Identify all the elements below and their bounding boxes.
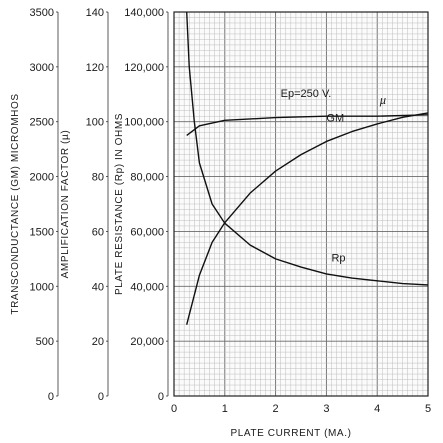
mu-tick-label: 20 <box>92 336 104 348</box>
x-tick-label: 4 <box>374 403 380 415</box>
data-series <box>186 11 429 325</box>
tick-labels: 0500100015002000250030003500020406080100… <box>30 7 432 415</box>
x-axis-title: PLATE CURRENT (MA.) <box>230 428 351 439</box>
series-label-gm: GM <box>326 113 344 125</box>
rp-tick-label: 0 <box>158 391 164 403</box>
mu-axis-title: AMPLIFICATION FACTOR (µ) <box>60 130 71 279</box>
gm-tick-label: 2000 <box>30 172 54 184</box>
gm-axis-title: TRANSCONDUCTANCE (GM) MICROMHOS <box>10 93 21 314</box>
x-tick-label: 3 <box>323 403 329 415</box>
series-line-mu <box>186 114 429 136</box>
gm-tick-label: 1500 <box>30 226 54 238</box>
chart-axes <box>57 11 429 397</box>
mu-tick-label: 100 <box>86 117 104 129</box>
plot-frame <box>173 11 429 397</box>
rp-tick-label: 40,000 <box>130 281 164 293</box>
gm-tick-label: 3500 <box>30 7 54 19</box>
mu-tick-label: 120 <box>86 62 104 74</box>
mu-tick-label: 60 <box>92 226 104 238</box>
x-tick-label: 5 <box>425 403 431 415</box>
rp-tick-label: 80,000 <box>130 172 164 184</box>
series-line-rp <box>186 11 429 286</box>
plate-voltage-annotation: Ep=250 V. <box>281 88 332 100</box>
series-label-rp: Rp <box>331 253 345 265</box>
rp-tick-label: 60,000 <box>130 226 164 238</box>
mu-tick-label: 0 <box>98 391 104 403</box>
x-tick-label: 0 <box>171 403 177 415</box>
series-line-gm <box>186 112 429 325</box>
x-tick-label: 1 <box>222 403 228 415</box>
chart-labels: µ GM Rp Ep=250 V. PLATE CURRENT (MA.) TRANSCO… <box>10 88 386 439</box>
gm-tick-label: 500 <box>36 336 54 348</box>
rp-tick-label: 140,000 <box>124 7 164 19</box>
rp-axis-title: PLATE RESISTANCE (Rp) IN OHMS <box>114 113 125 295</box>
gm-tick-label: 0 <box>48 391 54 403</box>
rp-tick-label: 120,000 <box>124 62 164 74</box>
chart-grid <box>173 11 429 397</box>
gm-tick-label: 3000 <box>30 62 54 74</box>
mu-tick-label: 80 <box>92 172 104 184</box>
gm-tick-label: 2500 <box>30 117 54 129</box>
mu-tick-label: 140 <box>86 7 104 19</box>
rp-tick-label: 100,000 <box>124 117 164 129</box>
rp-tick-label: 20,000 <box>130 336 164 348</box>
x-tick-label: 2 <box>273 403 279 415</box>
gm-tick-label: 1000 <box>30 281 54 293</box>
mu-tick-label: 40 <box>92 281 104 293</box>
series-label-mu: µ <box>380 95 386 107</box>
